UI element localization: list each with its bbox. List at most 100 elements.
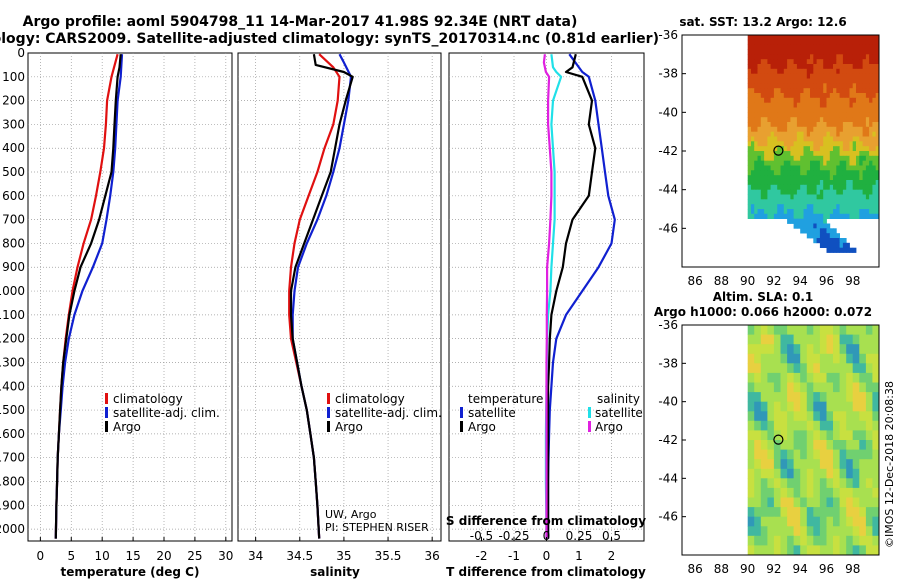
sla-cell xyxy=(760,545,768,556)
sst-cell xyxy=(872,155,877,161)
sla-cell xyxy=(787,440,795,450)
sla-cell xyxy=(852,449,860,460)
sst-cell xyxy=(819,238,824,244)
lat-tick-label: -40 xyxy=(658,105,678,119)
sla-cell xyxy=(852,401,860,412)
sst-cell xyxy=(816,194,821,200)
sst-cell xyxy=(806,189,811,195)
sst-cell xyxy=(770,170,775,176)
sst-cell xyxy=(846,35,850,41)
sla-cell xyxy=(754,344,762,355)
sst-cell xyxy=(819,97,824,103)
sla-cell xyxy=(819,420,827,431)
sla-cell xyxy=(773,497,781,508)
sla-cell xyxy=(852,411,860,422)
sst-cell xyxy=(747,78,752,84)
sla-cell xyxy=(787,545,795,556)
sla-cell xyxy=(793,363,801,374)
sst-cell xyxy=(819,49,824,55)
sst-cell xyxy=(796,97,801,103)
sst-cell xyxy=(846,112,850,118)
sst-cell xyxy=(813,136,817,142)
sst-cell xyxy=(747,54,752,60)
sst-cell xyxy=(796,59,801,65)
sst-cell xyxy=(773,184,778,190)
sst-cell xyxy=(764,44,768,50)
sst-cell xyxy=(790,54,795,60)
series-s-argo xyxy=(542,54,553,539)
sst-cell xyxy=(869,194,873,200)
sst-cell xyxy=(806,184,811,190)
sla-cell xyxy=(839,507,847,518)
sst-cell xyxy=(767,122,772,128)
sla-cell xyxy=(852,497,860,508)
sst-cell xyxy=(767,141,772,147)
sst-cell xyxy=(816,209,821,215)
sla-cell xyxy=(865,449,873,460)
sst-cell xyxy=(865,180,870,186)
sla-cell xyxy=(787,526,795,537)
sst-cell xyxy=(810,35,814,41)
sst-cell xyxy=(852,54,857,60)
sla-cell xyxy=(793,468,801,479)
sst-cell xyxy=(829,194,834,200)
sla-cell xyxy=(787,516,795,527)
sst-cell xyxy=(872,64,877,70)
sst-cell xyxy=(770,73,775,79)
sla-cell xyxy=(800,440,808,450)
sst-cell xyxy=(839,242,844,248)
sst-cell xyxy=(810,93,814,99)
sla-cell xyxy=(806,459,814,470)
sst-cell xyxy=(849,170,854,176)
sst-cell xyxy=(780,83,785,89)
sla-cell xyxy=(767,440,775,450)
sst-cell xyxy=(875,83,880,89)
sst-cell xyxy=(829,184,834,190)
sst-cell xyxy=(833,209,837,215)
sla-cell xyxy=(872,363,880,374)
sla-cell xyxy=(787,353,795,364)
sst-cell xyxy=(754,204,758,210)
sla-cell xyxy=(839,497,847,508)
sla-cell xyxy=(767,545,775,556)
sst-cell xyxy=(810,175,814,181)
lat-tick-label: -46 xyxy=(658,221,678,235)
sst-cell xyxy=(816,136,821,142)
sst-cell xyxy=(793,97,798,103)
sst-cell xyxy=(816,44,821,50)
sla-cell xyxy=(806,516,814,527)
sst-cell xyxy=(747,141,752,147)
lon-tick-label: 92 xyxy=(766,562,781,576)
sst-cell xyxy=(875,170,880,176)
sla-cell xyxy=(846,468,854,479)
sst-cell xyxy=(823,160,827,166)
sst-cell xyxy=(773,199,778,205)
sst-cell xyxy=(770,199,775,205)
sla-map-ticks: 86 88 90 92 94 96 98-36-38-40-42-44-46 xyxy=(658,318,860,576)
sla-cell xyxy=(747,344,755,355)
sst-cell xyxy=(767,199,772,205)
depth-tick-label: 400 xyxy=(2,141,25,155)
sst-cell xyxy=(800,165,804,171)
sst-cell xyxy=(747,49,752,55)
sst-cell xyxy=(849,44,854,50)
sst-cell xyxy=(819,131,824,137)
sst-cell xyxy=(780,68,785,74)
sst-cell xyxy=(875,49,880,55)
sst-cell xyxy=(813,54,817,60)
sst-cell xyxy=(849,165,854,171)
sla-cell xyxy=(859,516,867,527)
sla-cell xyxy=(780,344,788,355)
sst-cell xyxy=(747,170,752,176)
sla-cell xyxy=(793,382,801,393)
sst-cell xyxy=(842,238,847,244)
sla-cell xyxy=(865,334,873,345)
sst-cell xyxy=(751,184,755,190)
sst-cell xyxy=(872,180,877,186)
sst-cell xyxy=(777,165,781,171)
sst-cell xyxy=(813,180,817,186)
sst-cell xyxy=(773,213,778,219)
sst-cell xyxy=(751,107,755,113)
sst-cell xyxy=(849,107,854,113)
sst-cell xyxy=(813,131,817,137)
